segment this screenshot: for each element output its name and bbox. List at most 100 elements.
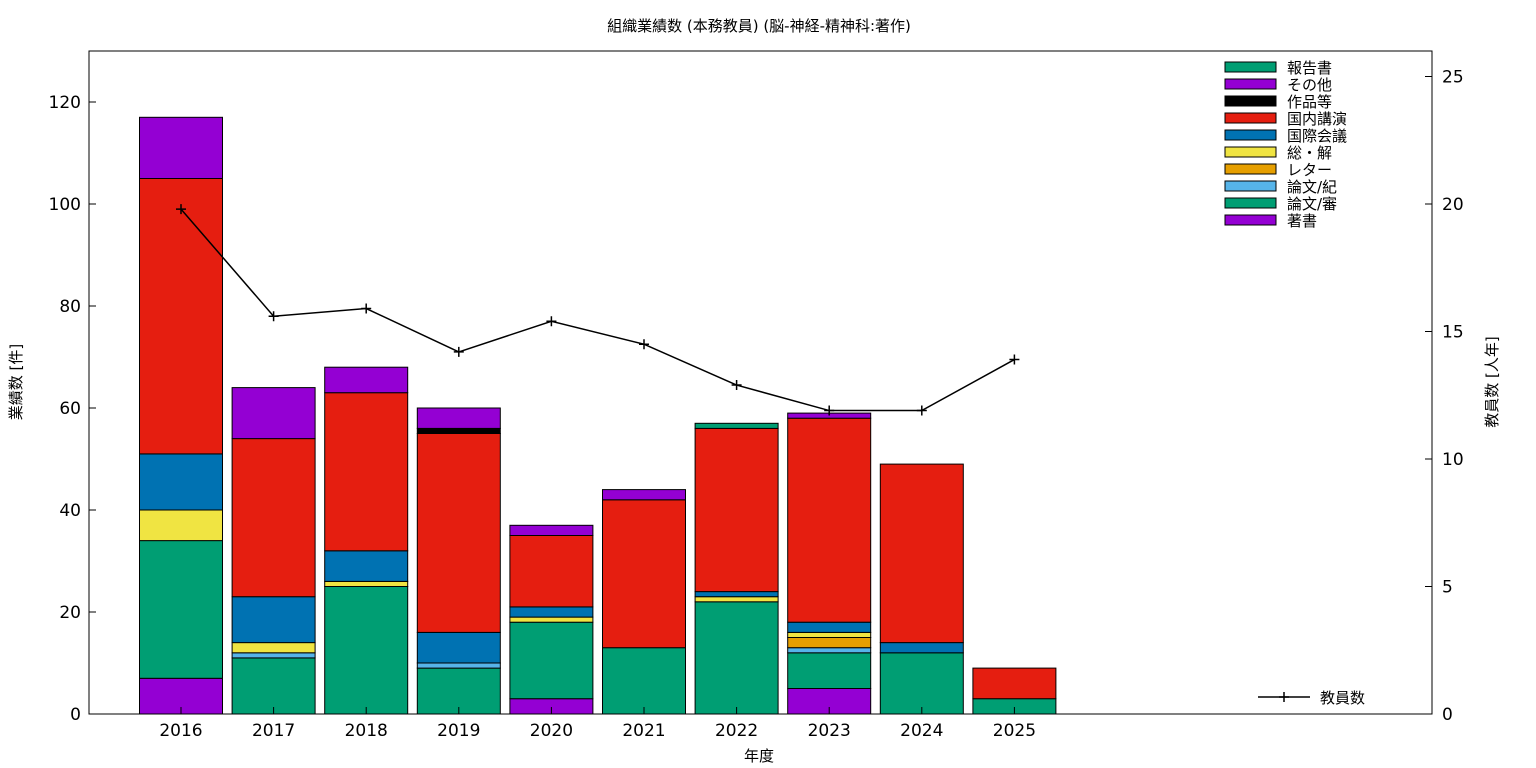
line-point-2025 [1009, 354, 1020, 365]
line-layer [176, 204, 1020, 416]
bar-2020-series-4 [509, 616, 594, 623]
bar-2017-series-6 [231, 438, 316, 598]
bar-2020-series-5 [509, 606, 594, 618]
line-point-2019 [453, 346, 464, 357]
x-tick-label-2024: 2024 [900, 721, 943, 741]
bar-2023-series-5 [787, 621, 872, 633]
legend-label-3: 国内講演 [1287, 110, 1347, 128]
x-tick-label-2021: 2021 [622, 721, 665, 741]
legend-label-6: レター [1287, 161, 1332, 179]
legend-label-5: 総・解 [1287, 144, 1332, 162]
bar-2019-series-6 [416, 433, 501, 633]
bar-2022-series-4 [694, 596, 779, 603]
y-tick-label-20: 20 [59, 603, 81, 623]
bar-2023-series-1 [787, 652, 872, 689]
bar-2024-series-5 [879, 642, 964, 654]
bar-2017-series-4 [231, 642, 316, 654]
x-axis-label: 年度 [744, 747, 774, 765]
y2-tick-label-20: 20 [1442, 195, 1464, 215]
bar-2019-series-7 [416, 427, 501, 434]
y-axis-label: 業績数 [件] [7, 344, 25, 420]
legend-label-9: 著書 [1287, 212, 1317, 230]
bar-2021-series-1 [602, 647, 686, 715]
y-tick-label-120: 120 [49, 93, 81, 113]
y2-axis-label: 教員数 [人年] [1483, 336, 1501, 427]
bar-2018-series-5 [324, 550, 409, 582]
legend-swatch-8 [1224, 197, 1277, 209]
bar-2019-series-8 [416, 407, 501, 429]
y2-tick-label-0: 0 [1442, 705, 1453, 725]
plot-frame [88, 50, 1433, 715]
bar-2023-series-2 [787, 647, 872, 654]
legend-swatch-5 [1224, 146, 1277, 158]
legend-label-2: 作品等 [1287, 93, 1332, 111]
x-tick-label-2023: 2023 [808, 721, 851, 741]
line-series-staff [180, 208, 1015, 412]
legend-swatch-6 [1224, 163, 1277, 175]
y-tick-label-100: 100 [49, 195, 81, 215]
x-tick-label-2019: 2019 [437, 721, 480, 741]
bar-2020-series-8 [509, 524, 594, 536]
bar-2022-series-9 [694, 422, 779, 429]
line-point-2021 [639, 339, 649, 350]
line-point-2022 [731, 380, 742, 391]
bar-2016-series-6 [139, 178, 223, 455]
x-tick-label-2016: 2016 [159, 721, 202, 741]
line-point-2020 [546, 316, 557, 327]
bar-2018-series-8 [324, 366, 409, 394]
bar-2024-series-6 [879, 463, 964, 644]
bar-2019-series-2 [416, 662, 501, 669]
bar-2016-series-5 [139, 453, 223, 511]
y2-tick-label-10: 10 [1442, 450, 1464, 470]
bar-2018-series-1 [324, 586, 409, 715]
y-tick-label-80: 80 [59, 297, 81, 317]
bar-2017-series-1 [231, 657, 316, 715]
bar-2016-series-1 [139, 540, 223, 679]
legend-label-1: その他 [1287, 76, 1332, 94]
bar-2022-series-1 [694, 601, 779, 715]
bar-2017-series-2 [231, 652, 316, 659]
bar-2020-series-1 [509, 621, 594, 700]
line-point-2024 [916, 405, 927, 416]
bar-2017-series-8 [231, 387, 316, 440]
y2-tick-label-25: 25 [1442, 68, 1464, 88]
y2-tick-label-15: 15 [1442, 323, 1464, 343]
y-tick-label-0: 0 [70, 705, 81, 725]
legend-swatch-4 [1224, 129, 1277, 141]
x-tick-label-2017: 2017 [252, 721, 295, 741]
legend-label-7: 論文/紀 [1287, 178, 1337, 196]
bar-2021-series-6 [602, 499, 686, 649]
bar-2023-series-6 [787, 417, 872, 623]
legend-label-0: 報告書 [1287, 59, 1332, 77]
bar-2022-series-6 [694, 427, 779, 593]
bar-2024-series-1 [879, 652, 964, 715]
legend-label-4: 国際会議 [1287, 127, 1347, 145]
bar-2017-series-5 [231, 596, 316, 644]
legend-swatch-0 [1224, 61, 1277, 73]
y2-tick-label-5: 5 [1442, 578, 1453, 598]
bar-2023-series-3 [787, 637, 872, 649]
legend-label-8: 論文/審 [1287, 195, 1337, 213]
bar-2020-series-6 [509, 535, 594, 608]
legend-swatch-3 [1224, 112, 1277, 124]
x-tick-label-2018: 2018 [345, 721, 388, 741]
x-tick-label-2020: 2020 [530, 721, 573, 741]
legend-swatch-1 [1224, 78, 1277, 90]
x-tick-label-2022: 2022 [715, 721, 758, 741]
bar-2018-series-4 [324, 580, 409, 588]
line-point-2018 [361, 303, 372, 314]
chart-title: 組織業績数 (本務教員) (脳-神経-精神科:著作) [607, 17, 911, 35]
bar-2016-series-4 [139, 509, 223, 542]
y-tick-label-60: 60 [59, 399, 81, 419]
bar-2023-series-4 [787, 631, 872, 639]
line-point-2017 [268, 311, 279, 322]
legend-swatch-9 [1224, 214, 1277, 226]
bar-2018-series-6 [324, 392, 409, 552]
bar-2025-series-6 [972, 667, 1057, 700]
line-point-2016 [176, 204, 186, 215]
legend-swatch-7 [1224, 180, 1277, 192]
legend-label-line: 教員数 [1320, 689, 1365, 707]
